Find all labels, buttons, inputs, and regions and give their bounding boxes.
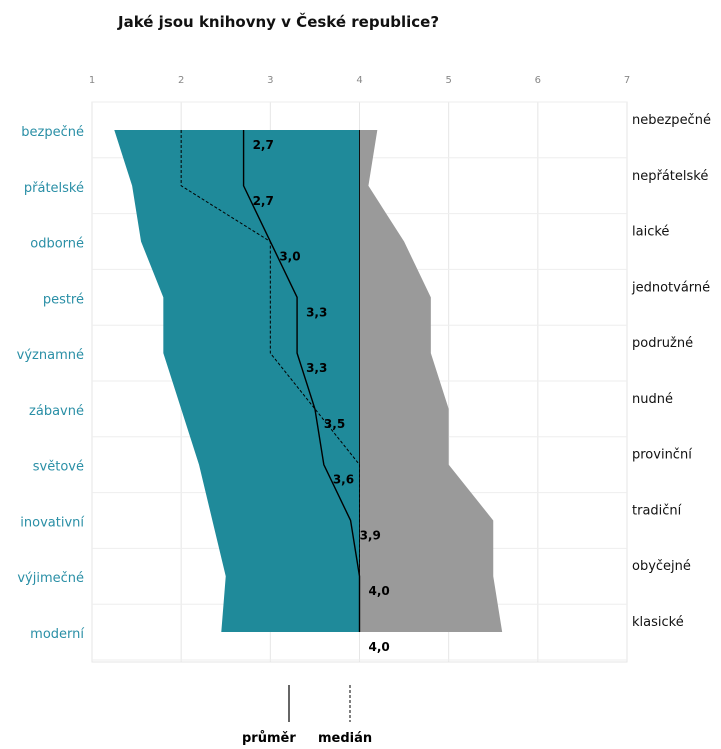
data-label: 3,0: [279, 250, 300, 264]
labels: 2,7 2,7 3,0 3,3 3,3 3,5 3,6 3,9 4,0 4,0 bezpečné př…: [17, 113, 711, 654]
right-category-label: nudné: [632, 392, 673, 407]
areas: [114, 130, 503, 632]
right-category-label: klasické: [632, 615, 684, 630]
left-category-label: pestré: [43, 292, 84, 307]
x-tick-label: 3: [267, 75, 273, 86]
left-category-label: inovativní: [20, 515, 84, 530]
data-label: 2,7: [253, 194, 274, 208]
x-tick-label: 1: [89, 75, 95, 86]
right-category-label: provinční: [632, 448, 692, 463]
data-label: 3,6: [333, 473, 354, 487]
left-category-label: zábavné: [29, 404, 84, 419]
data-label: 3,9: [360, 528, 381, 542]
left-category-label: významné: [17, 348, 84, 363]
x-tick-label: 4: [356, 75, 362, 86]
left-category-label: výjimečné: [17, 571, 84, 586]
lines: [180, 130, 361, 632]
data-label: 3,3: [306, 305, 327, 319]
right-category-label: tradiční: [632, 503, 682, 518]
data-label: 4,0: [369, 584, 390, 598]
left-area: [114, 130, 360, 632]
right-category-label: obyčejné: [632, 559, 691, 574]
left-category-label: odborné: [30, 237, 84, 252]
right-category-label: laické: [632, 225, 669, 240]
left-category-label: přátelské: [24, 181, 84, 196]
data-label: 3,5: [324, 417, 345, 431]
legend: průměr medián: [242, 685, 372, 746]
x-tick-label: 5: [445, 75, 451, 86]
legend-mean-label: průměr: [242, 731, 296, 745]
data-label: 2,7: [253, 138, 274, 152]
data-label: 3,3: [306, 361, 327, 375]
mean-line: [242, 130, 361, 632]
legend-median-label: medián: [318, 731, 372, 745]
left-category-label: bezpečné: [21, 125, 84, 140]
data-label: 4,0: [369, 640, 390, 654]
right-area: [359, 130, 503, 632]
chart-title: Jaké jsou knihovny v České republice?: [117, 12, 439, 31]
left-category-label: moderní: [30, 627, 84, 642]
right-category-label: jednotvárné: [631, 280, 710, 295]
left-category-label: světové: [33, 460, 84, 475]
right-category-label: nepřátelské: [632, 169, 708, 184]
right-category-label: podružné: [632, 336, 693, 351]
x-tick-label: 7: [624, 75, 630, 86]
right-category-label: nebezpečné: [632, 113, 711, 128]
x-tick-label: 6: [535, 75, 541, 86]
x-tick-label: 2: [178, 75, 184, 86]
